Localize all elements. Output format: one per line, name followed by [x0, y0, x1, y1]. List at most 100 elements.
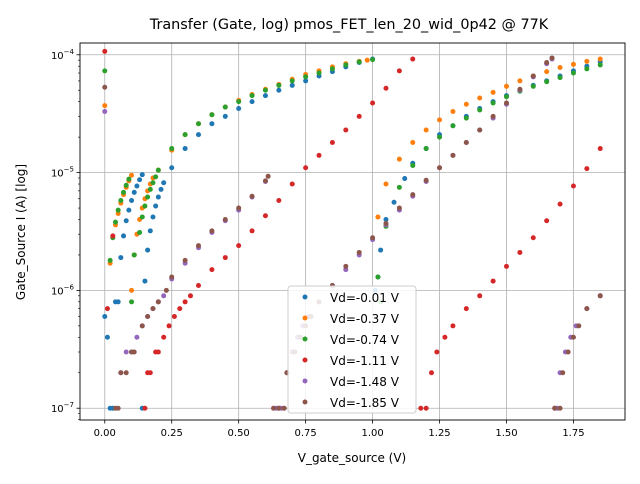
- legend-label: Vd=-1.11 V: [330, 354, 400, 368]
- data-point: [410, 140, 416, 146]
- data-point: [131, 189, 137, 195]
- data-point: [118, 255, 124, 261]
- data-point: [182, 299, 188, 305]
- data-point: [169, 146, 175, 152]
- data-point: [597, 293, 603, 299]
- data-point: [343, 263, 349, 269]
- data-point: [121, 189, 127, 195]
- data-point: [155, 194, 161, 200]
- data-point: [410, 192, 416, 198]
- data-point: [503, 263, 509, 269]
- x-tick-label: 1.50: [495, 428, 517, 439]
- x-tick-label: 0.50: [228, 428, 250, 439]
- data-point: [182, 132, 188, 138]
- x-tick-label: 1.00: [361, 428, 383, 439]
- data-point: [544, 218, 550, 224]
- data-point: [276, 405, 282, 411]
- data-point: [429, 370, 435, 376]
- data-point: [423, 177, 429, 183]
- data-point: [356, 249, 362, 255]
- data-point: [131, 252, 137, 258]
- data-point: [158, 186, 164, 192]
- series-3-points: [102, 48, 603, 411]
- data-point: [364, 57, 370, 63]
- data-point: [134, 183, 140, 189]
- data-point: [316, 152, 322, 158]
- data-point: [410, 56, 416, 62]
- data-point: [129, 172, 135, 178]
- y-tick-label: 10−7: [51, 401, 74, 415]
- data-point: [222, 255, 228, 261]
- data-point: [584, 58, 590, 64]
- legend-marker: [302, 294, 308, 300]
- data-point: [517, 86, 523, 92]
- data-point: [316, 70, 322, 76]
- data-point: [549, 55, 555, 61]
- data-point: [570, 61, 576, 67]
- data-point: [329, 66, 335, 72]
- data-point: [584, 306, 590, 312]
- data-point: [265, 173, 271, 179]
- data-point: [530, 235, 536, 241]
- data-point: [544, 59, 550, 65]
- data-point: [209, 121, 215, 127]
- data-point: [289, 181, 295, 187]
- data-point: [107, 257, 113, 263]
- y-tick-label: 10−6: [51, 283, 75, 297]
- data-point: [123, 218, 129, 224]
- data-point: [557, 64, 563, 70]
- data-point: [145, 194, 151, 200]
- data-point: [169, 165, 175, 171]
- data-point: [270, 405, 276, 411]
- data-point: [131, 349, 137, 355]
- data-point: [517, 249, 523, 255]
- data-point: [262, 178, 268, 184]
- data-point: [442, 334, 448, 340]
- data-point: [370, 100, 376, 106]
- data-point: [463, 306, 469, 312]
- data-point: [477, 107, 483, 113]
- data-point: [356, 113, 362, 119]
- data-point: [477, 293, 483, 299]
- data-point: [134, 334, 140, 340]
- data-point: [503, 100, 509, 106]
- data-point: [222, 104, 228, 110]
- data-point: [375, 274, 381, 280]
- data-point: [262, 93, 268, 99]
- data-point: [584, 66, 590, 72]
- data-point: [129, 299, 135, 305]
- data-point: [463, 101, 469, 107]
- y-tick-label: 10−4: [51, 48, 75, 62]
- data-point: [463, 140, 469, 146]
- data-point: [375, 214, 381, 220]
- data-point: [166, 323, 172, 329]
- data-point: [142, 405, 148, 411]
- data-point: [434, 349, 440, 355]
- data-point: [503, 94, 509, 100]
- data-point: [383, 181, 389, 187]
- data-point: [155, 349, 161, 355]
- data-point: [110, 233, 116, 239]
- data-point: [123, 182, 129, 188]
- data-point: [303, 74, 309, 80]
- data-point: [423, 127, 429, 133]
- x-axis-ticks: 0.00 0.25 0.50 0.75 1.00 1.25 1.50 1.75: [94, 420, 585, 439]
- data-point: [383, 85, 389, 91]
- legend-label: Vd=-0.74 V: [330, 333, 400, 347]
- data-point: [236, 105, 242, 111]
- series-2-points: [102, 57, 603, 305]
- data-point: [236, 99, 242, 105]
- data-point: [196, 132, 202, 138]
- data-point: [187, 293, 193, 299]
- x-tick-label: 0.25: [161, 428, 183, 439]
- data-point: [276, 82, 282, 88]
- data-point: [118, 370, 124, 376]
- data-point: [129, 197, 135, 203]
- data-point: [209, 228, 215, 234]
- data-point: [139, 323, 145, 329]
- data-point: [517, 78, 523, 84]
- data-point: [490, 278, 496, 284]
- data-point: [147, 186, 153, 192]
- data-point: [182, 146, 188, 152]
- x-tick-label: 1.75: [562, 428, 584, 439]
